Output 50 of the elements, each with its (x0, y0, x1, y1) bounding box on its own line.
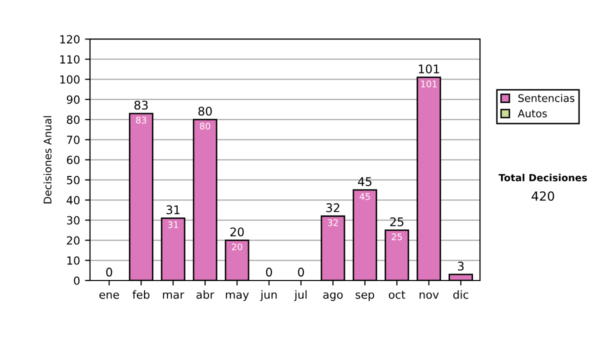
total-label: 31 (166, 205, 180, 214)
data-label: 20 (232, 243, 242, 250)
y-tick-label: 30 (66, 216, 80, 225)
text: 420 (532, 191, 554, 201)
y-tick-label: 90 (66, 95, 80, 104)
y-axis-title: Decisiones Anual (43, 116, 52, 204)
y-tick-label: 110 (60, 55, 80, 64)
x-tick-label: abr (196, 290, 214, 299)
x-tick-label: feb (132, 290, 150, 299)
x-tick-label: ago (323, 292, 343, 301)
total-label: 0 (298, 268, 304, 277)
data-label: 80 (200, 122, 210, 130)
total-label: 83 (134, 100, 148, 110)
legend-label: Autos (518, 110, 547, 118)
total-label: 32 (326, 203, 340, 212)
data-label: 101 (421, 80, 437, 88)
y-tick-label: 60 (66, 156, 80, 164)
y-tick-label: 100 (60, 75, 80, 84)
total-label: 20 (230, 227, 244, 236)
y-tick-label: 50 (66, 176, 80, 184)
y-tick-label: 40 (66, 196, 80, 204)
data-label: 45 (360, 193, 370, 200)
x-tick-label: jun (260, 290, 277, 301)
y-tick-label: 80 (66, 116, 80, 124)
data-label: 31 (168, 221, 178, 228)
total-label: 80 (198, 106, 212, 116)
data-label: 83 (136, 116, 146, 124)
y-tick-label: 20 (66, 236, 80, 245)
x-tick-label: jul (294, 290, 307, 301)
total-label: 0 (106, 268, 112, 277)
total-label: 101 (418, 64, 440, 74)
y-tick-label: 10 (67, 256, 80, 265)
y-tick-label: 70 (67, 136, 80, 144)
data-label: 32 (328, 219, 338, 226)
x-tick-label: oct (388, 290, 406, 299)
x-tick-label: mar (163, 292, 184, 299)
text: Total Decisiones (498, 174, 587, 182)
x-tick-label: ene (99, 292, 119, 299)
y-tick-label: 120 (60, 35, 80, 44)
x-tick-label: may (226, 292, 249, 301)
x-tick-label: dic (453, 290, 468, 299)
x-tick-label: sep (356, 292, 374, 301)
total-label: 3 (458, 262, 464, 271)
total-label: 25 (390, 217, 404, 226)
total-label: 45 (358, 177, 372, 186)
data-label: 25 (392, 233, 402, 240)
total-label: 0 (266, 268, 272, 277)
x-tick-label: nov (420, 292, 439, 299)
legend-label: Sentencias (518, 94, 574, 102)
y-tick-label: 0 (74, 276, 80, 285)
